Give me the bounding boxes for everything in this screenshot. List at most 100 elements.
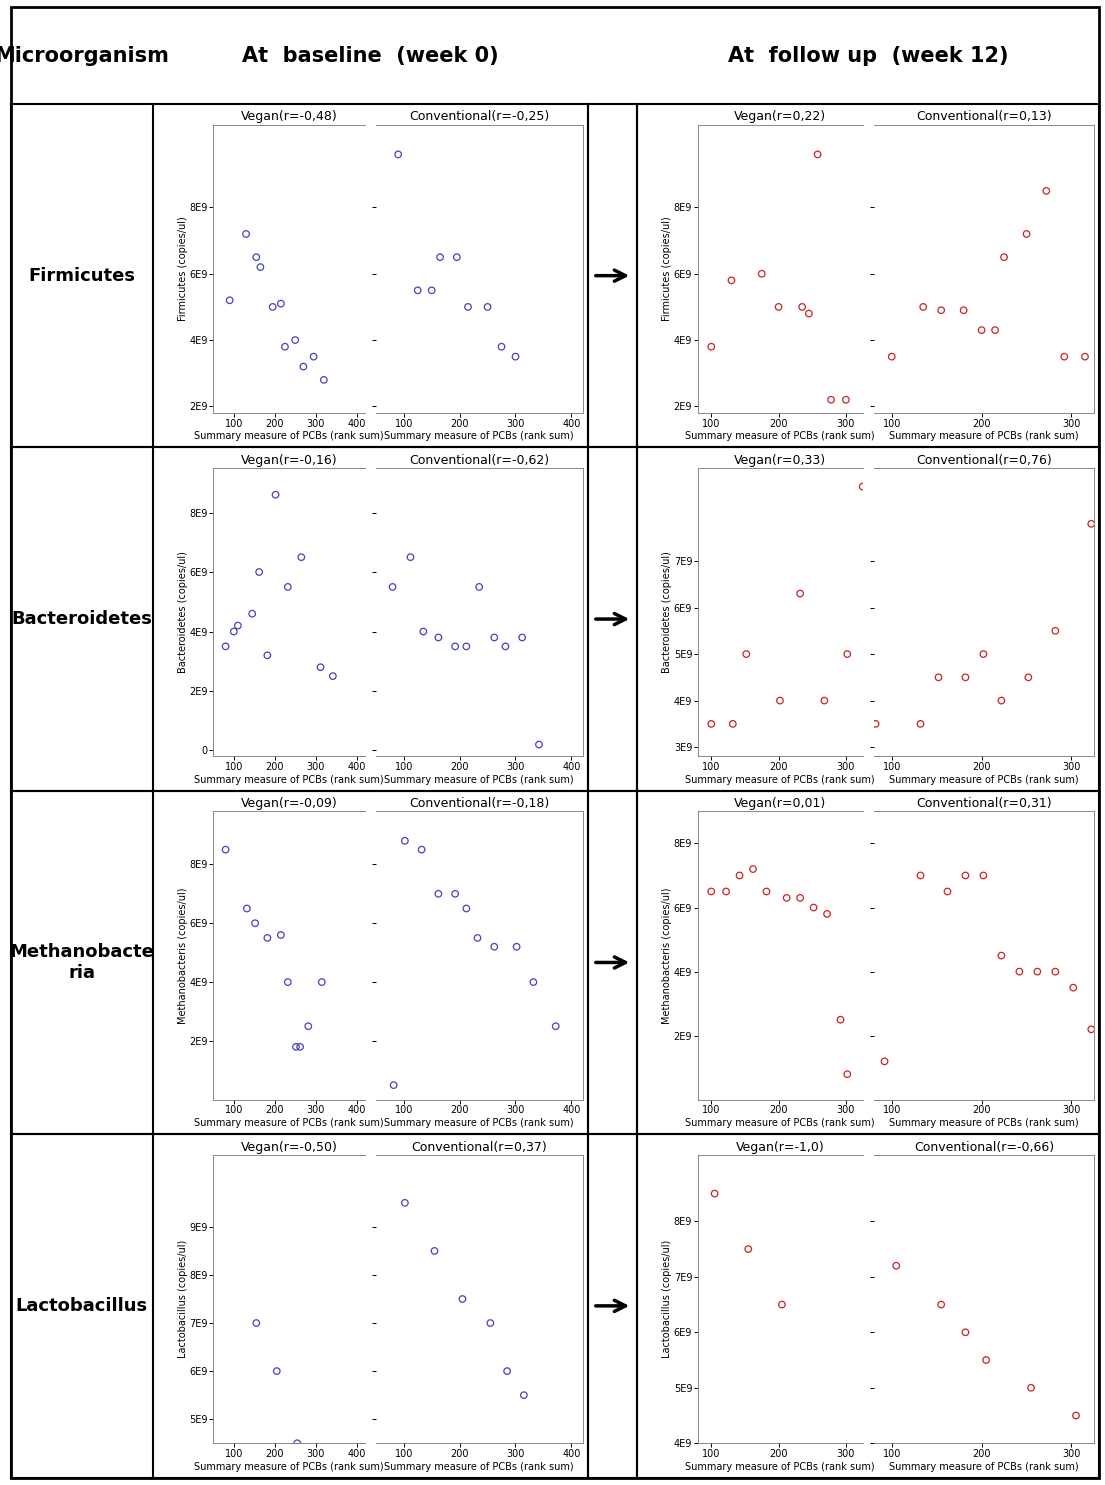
Point xyxy=(448,245,465,269)
Point xyxy=(1038,180,1055,203)
Point xyxy=(912,711,929,735)
Point xyxy=(396,829,413,852)
Title: Conventional(r=-0,62): Conventional(r=-0,62) xyxy=(409,454,549,466)
Point xyxy=(389,143,407,166)
Point xyxy=(286,328,304,352)
Point xyxy=(977,1348,995,1372)
Point xyxy=(272,291,290,315)
Point xyxy=(972,318,990,342)
Point xyxy=(324,664,341,688)
Y-axis label: Firmicutes (copies/ul): Firmicutes (copies/ul) xyxy=(178,217,188,321)
Point xyxy=(793,296,811,319)
Point xyxy=(839,642,856,665)
Point xyxy=(278,575,296,598)
Point xyxy=(515,1384,533,1408)
X-axis label: Summary measure of PCBs (rank sum): Summary measure of PCBs (rank sum) xyxy=(194,775,383,784)
X-axis label: Summary measure of PCBs (rank sum): Summary measure of PCBs (rank sum) xyxy=(890,1118,1078,1129)
Title: Vegan(r=-0,16): Vegan(r=-0,16) xyxy=(241,454,337,466)
Point xyxy=(524,411,541,435)
Point xyxy=(414,619,432,643)
Point xyxy=(238,897,255,921)
Point xyxy=(1055,345,1073,368)
Point xyxy=(883,345,901,368)
Point xyxy=(217,634,234,658)
Point xyxy=(457,897,475,921)
Point xyxy=(460,296,477,319)
Point xyxy=(217,838,234,861)
Title: Conventional(r=-0,66): Conventional(r=-0,66) xyxy=(914,1140,1054,1154)
Point xyxy=(478,296,496,319)
Point xyxy=(723,269,740,293)
X-axis label: Summary measure of PCBs (rank sum): Summary measure of PCBs (rank sum) xyxy=(685,431,875,441)
Point xyxy=(276,334,294,358)
Point xyxy=(264,296,282,319)
Point xyxy=(706,1182,724,1206)
Point xyxy=(929,665,947,689)
Title: Vegan(r=-1,0): Vegan(r=-1,0) xyxy=(736,1140,824,1154)
Point xyxy=(838,388,855,411)
Point xyxy=(815,689,833,713)
Point xyxy=(1046,959,1064,983)
Point xyxy=(957,665,975,689)
Point xyxy=(771,689,789,713)
Point xyxy=(996,245,1013,269)
X-axis label: Summary measure of PCBs (rank sum): Summary measure of PCBs (rank sum) xyxy=(385,1461,573,1472)
Point xyxy=(791,887,809,910)
Point xyxy=(385,1074,402,1097)
X-axis label: Summary measure of PCBs (rank sum): Summary measure of PCBs (rank sum) xyxy=(194,431,383,441)
Point xyxy=(1010,959,1028,983)
X-axis label: Summary measure of PCBs (rank sum): Summary measure of PCBs (rank sum) xyxy=(194,1461,383,1472)
Point xyxy=(287,1035,305,1059)
Title: Conventional(r=0,31): Conventional(r=0,31) xyxy=(916,797,1052,811)
Point xyxy=(703,711,720,735)
Point xyxy=(822,388,840,411)
Point xyxy=(933,1292,950,1316)
Point xyxy=(485,625,503,649)
Point xyxy=(423,279,441,303)
Point xyxy=(313,970,330,993)
Point xyxy=(957,1320,975,1344)
Point xyxy=(975,864,992,888)
Point xyxy=(839,1062,856,1086)
Point xyxy=(804,895,822,919)
Point xyxy=(1083,1017,1101,1041)
Point xyxy=(430,625,448,649)
Point xyxy=(221,288,239,312)
Text: Lactobacillus: Lactobacillus xyxy=(15,1296,148,1314)
Point xyxy=(1029,959,1046,983)
Point xyxy=(431,245,449,269)
Point xyxy=(396,1191,413,1215)
Y-axis label: Lactobacillus (copies/ul): Lactobacillus (copies/ul) xyxy=(178,1240,188,1359)
Point xyxy=(246,912,264,936)
Point xyxy=(496,634,514,658)
Point xyxy=(987,318,1004,342)
Point xyxy=(818,901,835,925)
Point xyxy=(292,1035,309,1059)
Point xyxy=(413,838,431,861)
Point xyxy=(547,1014,565,1038)
Point xyxy=(887,1253,905,1277)
Point xyxy=(854,475,872,499)
Point xyxy=(493,334,511,358)
Point xyxy=(252,255,270,279)
Text: At  follow up  (week 12): At follow up (week 12) xyxy=(728,46,1009,65)
Point xyxy=(299,1014,317,1038)
Title: Conventional(r=-0,25): Conventional(r=-0,25) xyxy=(409,110,549,123)
Point xyxy=(315,368,333,392)
Y-axis label: Firmicutes (copies/ul): Firmicutes (copies/ul) xyxy=(662,217,672,321)
X-axis label: Summary measure of PCBs (rank sum): Summary measure of PCBs (rank sum) xyxy=(890,775,1078,784)
Point xyxy=(778,887,796,910)
X-axis label: Summary measure of PCBs (rank sum): Summary measure of PCBs (rank sum) xyxy=(685,1461,875,1472)
Point xyxy=(248,1311,265,1335)
Point xyxy=(266,483,284,506)
Point xyxy=(1076,345,1094,368)
Point xyxy=(225,619,243,643)
Title: Vegan(r=0,01): Vegan(r=0,01) xyxy=(734,797,827,811)
Point xyxy=(1046,619,1064,643)
Point xyxy=(530,732,548,756)
Point xyxy=(1018,223,1035,247)
Point xyxy=(717,879,735,903)
Title: Vegan(r=-0,48): Vegan(r=-0,48) xyxy=(241,110,337,123)
Point xyxy=(724,711,741,735)
Point xyxy=(809,143,827,166)
